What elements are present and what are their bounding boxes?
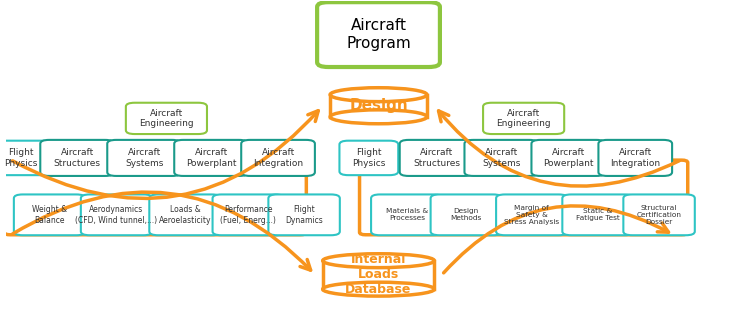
Text: Aircraft
Structures: Aircraft Structures (413, 148, 460, 167)
Bar (330, 95, 427, 117)
FancyBboxPatch shape (431, 195, 502, 235)
Ellipse shape (330, 110, 427, 124)
Text: Aircraft
Systems: Aircraft Systems (125, 148, 163, 167)
Text: Aircraft
Integration: Aircraft Integration (610, 148, 660, 167)
FancyBboxPatch shape (562, 195, 634, 235)
Text: Margin of
Safety &
Stress Analysis: Margin of Safety & Stress Analysis (505, 205, 559, 225)
FancyBboxPatch shape (0, 141, 50, 175)
Text: Aircraft
Systems: Aircraft Systems (482, 148, 520, 167)
Ellipse shape (323, 282, 435, 296)
Text: Flight
Dynamics: Flight Dynamics (285, 205, 323, 225)
Text: Aerodynamics
(CFD, Wind tunnel,...): Aerodynamics (CFD, Wind tunnel,...) (75, 205, 158, 225)
FancyBboxPatch shape (241, 140, 315, 176)
Text: Design
Methods: Design Methods (450, 208, 482, 221)
Text: Aircraft
Powerplant: Aircraft Powerplant (543, 148, 593, 167)
FancyBboxPatch shape (599, 140, 672, 176)
Text: Aircraft
Engineering: Aircraft Engineering (496, 109, 551, 128)
Text: Flight
Physics: Flight Physics (352, 148, 386, 167)
FancyBboxPatch shape (339, 141, 399, 175)
Text: Weight &
Balance: Weight & Balance (32, 205, 67, 225)
Text: Aircraft
Powerplant: Aircraft Powerplant (186, 148, 236, 167)
Text: Aircraft
Integration: Aircraft Integration (253, 148, 303, 167)
FancyBboxPatch shape (150, 195, 221, 235)
Text: Aircraft
Structures: Aircraft Structures (53, 148, 101, 167)
FancyBboxPatch shape (623, 195, 695, 235)
Text: Flight
Physics: Flight Physics (5, 148, 38, 167)
Text: Aircraft
Engineering: Aircraft Engineering (139, 109, 194, 128)
Bar (323, 261, 435, 289)
FancyBboxPatch shape (496, 195, 568, 235)
FancyBboxPatch shape (400, 140, 474, 176)
FancyBboxPatch shape (41, 140, 114, 176)
FancyBboxPatch shape (371, 195, 442, 235)
Text: Materials &
Processes: Materials & Processes (386, 208, 428, 221)
FancyBboxPatch shape (465, 140, 538, 176)
Text: Aircraft
Program: Aircraft Program (346, 19, 411, 51)
Text: Performance
(Fuel, Energ...): Performance (Fuel, Energ...) (220, 205, 276, 225)
FancyBboxPatch shape (174, 140, 248, 176)
FancyBboxPatch shape (268, 195, 340, 235)
FancyBboxPatch shape (483, 103, 564, 134)
FancyBboxPatch shape (317, 2, 440, 67)
FancyBboxPatch shape (80, 195, 153, 235)
Text: Internal
Loads
Database: Internal Loads Database (345, 253, 411, 296)
FancyBboxPatch shape (14, 195, 85, 235)
Text: Loads &
Aeroelasticity: Loads & Aeroelasticity (159, 205, 211, 225)
Text: Static &
Fatigue Test: Static & Fatigue Test (576, 208, 620, 221)
Ellipse shape (330, 88, 427, 102)
FancyBboxPatch shape (108, 140, 181, 176)
FancyBboxPatch shape (126, 103, 207, 134)
Text: Design: Design (349, 98, 408, 113)
Ellipse shape (323, 254, 435, 268)
FancyBboxPatch shape (213, 195, 284, 235)
Text: Structural
Certification
Dossier: Structural Certification Dossier (637, 205, 681, 225)
FancyBboxPatch shape (532, 140, 605, 176)
